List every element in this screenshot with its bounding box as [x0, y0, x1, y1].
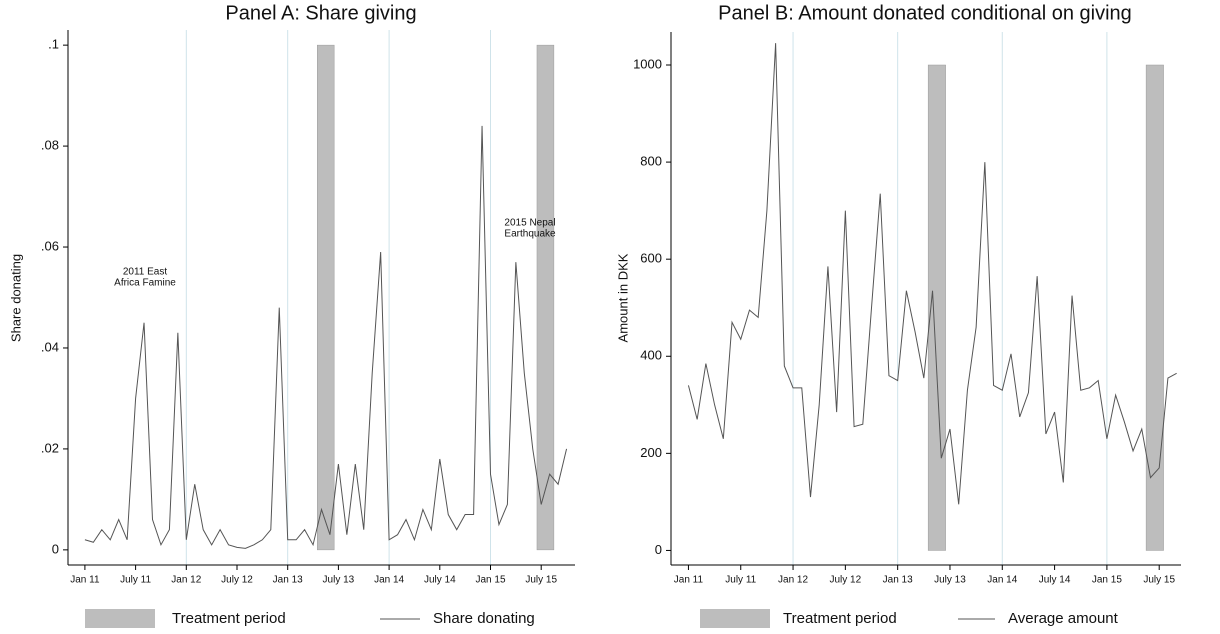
y-tick-label: 800 [640, 154, 662, 169]
y-tick-label: 200 [640, 445, 662, 460]
x-tick-label: Jan 13 [883, 575, 913, 586]
x-tick-label: July 15 [1143, 575, 1175, 586]
data-line [84, 125, 568, 549]
x-tick-label: July 11 [725, 575, 756, 586]
x-tick-label: Jan 13 [273, 575, 303, 586]
x-tick-label: July 12 [221, 575, 253, 586]
treatment-bar [536, 44, 555, 551]
x-tick-label: Jan 11 [674, 575, 704, 586]
data-line [687, 43, 1177, 505]
x-tick-label: Jan 14 [374, 575, 404, 586]
y-tick-label: 1000 [633, 56, 662, 71]
y-axis-label: Share donating [8, 254, 23, 342]
x-tick-label: July 14 [424, 575, 456, 586]
y-tick-label: 0 [52, 541, 59, 556]
x-tick-label: July 15 [525, 575, 557, 586]
treatment-bar [1145, 64, 1164, 551]
x-tick-label: Jan 12 [171, 575, 201, 586]
y-axis-label: Amount in DKK [615, 253, 630, 342]
treatment-bar [927, 64, 946, 551]
legend-swatch [700, 609, 770, 628]
x-tick-label: Jan 14 [987, 575, 1017, 586]
x-tick-label: July 13 [323, 575, 355, 586]
y-tick-label: 400 [640, 348, 662, 363]
x-tick-label: Jan 15 [475, 575, 505, 586]
annotation: 2015 Nepal [504, 218, 555, 229]
y-tick-label: .08 [41, 138, 59, 153]
annotation: Africa Famine [114, 278, 176, 289]
x-tick-label: Jan 12 [778, 575, 808, 586]
chart-title: Panel A: Share giving [225, 2, 416, 24]
y-tick-label: 600 [640, 251, 662, 266]
annotation: 2011 East [123, 267, 168, 278]
x-tick-label: July 14 [1039, 575, 1071, 586]
annotation: Earthquake [504, 229, 556, 240]
y-tick-label: .1 [48, 37, 59, 52]
x-tick-label: July 13 [934, 575, 966, 586]
legend-label: Average amount [1008, 610, 1119, 627]
legend-label: Treatment period [172, 610, 286, 627]
x-tick-label: Jan 11 [70, 575, 100, 586]
y-tick-label: .02 [41, 440, 59, 455]
x-tick-label: Jan 15 [1092, 575, 1122, 586]
legend-label: Share donating [433, 610, 535, 627]
legend-swatch [85, 609, 155, 628]
x-tick-label: July 11 [120, 575, 151, 586]
chart-title: Panel B: Amount donated conditional on g… [718, 2, 1132, 24]
treatment-bar [317, 44, 335, 551]
y-tick-label: 0 [655, 542, 662, 557]
y-tick-label: .04 [41, 339, 59, 354]
x-tick-label: July 12 [830, 575, 862, 586]
legend-label: Treatment period [783, 610, 897, 627]
y-tick-label: .06 [41, 238, 59, 253]
